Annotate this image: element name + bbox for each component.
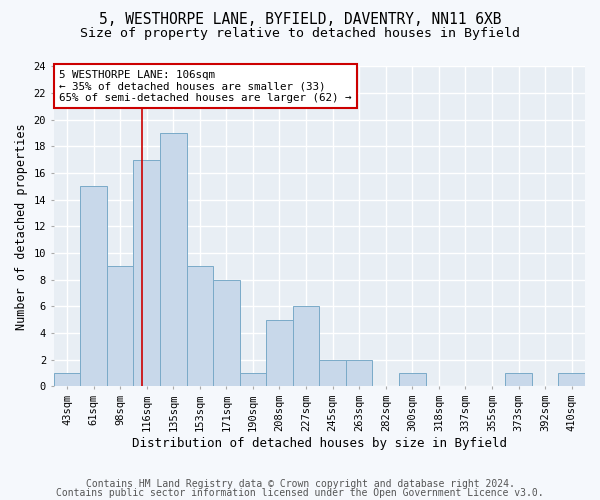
Bar bbox=[293, 306, 319, 386]
Text: 5 WESTHORPE LANE: 106sqm
← 35% of detached houses are smaller (33)
65% of semi-d: 5 WESTHORPE LANE: 106sqm ← 35% of detach… bbox=[59, 70, 352, 103]
Y-axis label: Number of detached properties: Number of detached properties bbox=[15, 123, 28, 330]
Bar bbox=[239, 373, 266, 386]
Bar bbox=[80, 186, 107, 386]
Text: Size of property relative to detached houses in Byfield: Size of property relative to detached ho… bbox=[80, 28, 520, 40]
Bar bbox=[160, 133, 187, 386]
Bar bbox=[346, 360, 373, 386]
Text: Contains public sector information licensed under the Open Government Licence v3: Contains public sector information licen… bbox=[56, 488, 544, 498]
Text: 5, WESTHORPE LANE, BYFIELD, DAVENTRY, NN11 6XB: 5, WESTHORPE LANE, BYFIELD, DAVENTRY, NN… bbox=[99, 12, 501, 28]
Bar bbox=[319, 360, 346, 386]
Bar bbox=[266, 320, 293, 386]
Bar bbox=[187, 266, 213, 386]
Bar bbox=[505, 373, 532, 386]
Bar bbox=[213, 280, 239, 386]
Bar bbox=[399, 373, 425, 386]
Bar bbox=[107, 266, 133, 386]
Bar bbox=[53, 373, 80, 386]
X-axis label: Distribution of detached houses by size in Byfield: Distribution of detached houses by size … bbox=[132, 437, 507, 450]
Bar bbox=[559, 373, 585, 386]
Bar bbox=[133, 160, 160, 386]
Text: Contains HM Land Registry data © Crown copyright and database right 2024.: Contains HM Land Registry data © Crown c… bbox=[86, 479, 514, 489]
